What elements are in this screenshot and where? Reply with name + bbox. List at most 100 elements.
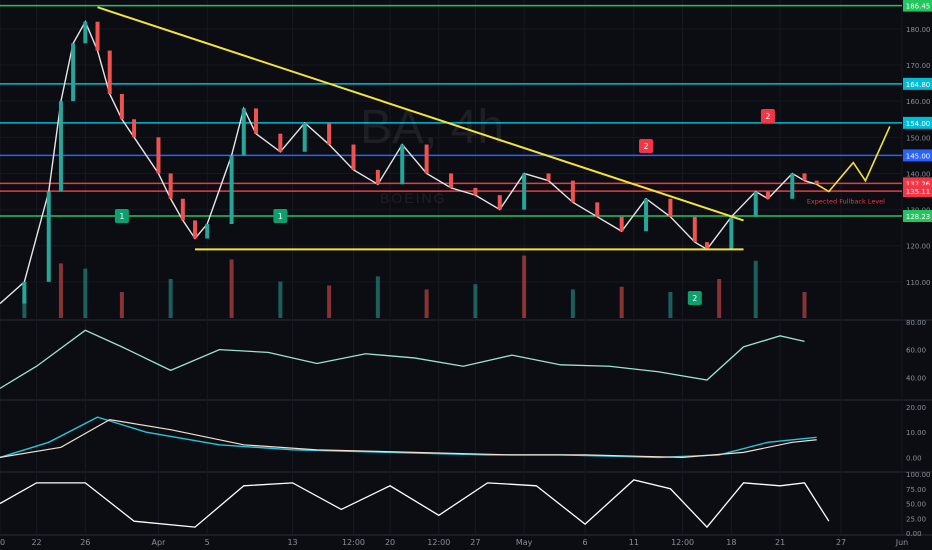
price-tick-label: 150.00 bbox=[906, 134, 931, 142]
signal-badge-label: 2 bbox=[692, 294, 697, 303]
signal-badge-label: 1 bbox=[119, 212, 124, 221]
level-label: 128.23 bbox=[906, 213, 931, 221]
price-tick-label: 180.00 bbox=[906, 26, 931, 34]
price-tick-label: 170.00 bbox=[906, 62, 931, 70]
price-candle bbox=[95, 21, 100, 51]
level-tag bbox=[903, 149, 932, 162]
volume-bar bbox=[229, 259, 234, 318]
signal-badge-label: 2 bbox=[643, 142, 648, 151]
price-candle bbox=[22, 281, 27, 304]
price-tick-label: 120.00 bbox=[906, 243, 931, 251]
price-candle bbox=[205, 224, 210, 239]
price-candle bbox=[814, 180, 819, 185]
stoch-k-line bbox=[0, 479, 830, 529]
price-candle bbox=[692, 216, 697, 243]
price-candle bbox=[71, 43, 76, 102]
price-candle bbox=[168, 173, 173, 199]
osc-tick-label: 80.00 bbox=[906, 319, 926, 327]
volume-bar bbox=[753, 260, 758, 318]
price-candle bbox=[107, 50, 112, 94]
volume-bar bbox=[668, 292, 673, 318]
x-tick-label: 11 bbox=[629, 538, 639, 547]
price-candle bbox=[729, 216, 734, 250]
price-candle bbox=[522, 173, 527, 210]
price-candle bbox=[595, 202, 600, 217]
price-candle bbox=[668, 198, 673, 217]
volume-bar bbox=[619, 286, 624, 318]
macd-tick-label: 20.00 bbox=[906, 404, 926, 412]
x-tick-label: 27 bbox=[836, 538, 846, 547]
price-candle bbox=[193, 220, 198, 239]
price-candle bbox=[546, 173, 551, 181]
price-candle bbox=[327, 122, 332, 145]
x-tick-label: 18 bbox=[726, 538, 736, 547]
volume-bar bbox=[570, 289, 575, 318]
price-candle bbox=[119, 93, 124, 120]
price-tick-label: 110.00 bbox=[906, 279, 931, 287]
price-candle bbox=[400, 144, 405, 185]
x-tick-label: May bbox=[516, 538, 533, 547]
price-candle bbox=[753, 191, 758, 217]
signal-badge bbox=[687, 291, 702, 305]
price-candle bbox=[132, 119, 137, 138]
signal-badge-label: 1 bbox=[278, 212, 283, 221]
level-tag bbox=[903, 116, 932, 129]
price-candle bbox=[473, 187, 478, 196]
price-candle bbox=[765, 191, 770, 199]
osc-tick-label: 60.00 bbox=[906, 347, 926, 355]
level-tag bbox=[903, 209, 932, 222]
signal-badge-label: 2 bbox=[765, 112, 770, 121]
x-tick-label: 6 bbox=[583, 538, 588, 547]
volume-bar bbox=[119, 292, 124, 318]
level-tag bbox=[903, 0, 932, 12]
signal-badge bbox=[760, 109, 775, 123]
price-candle bbox=[644, 198, 649, 232]
macd-tick-label: 0.00 bbox=[906, 454, 922, 462]
price-candle bbox=[302, 122, 307, 152]
volume-bar bbox=[83, 268, 88, 318]
signal-badge bbox=[273, 209, 288, 223]
stoch-tick-label: 100.00 bbox=[906, 471, 931, 479]
volume-bar bbox=[375, 276, 380, 318]
stoch-tick-label: 50.00 bbox=[906, 501, 926, 509]
x-tick-label: 22 bbox=[31, 538, 41, 547]
x-tick-label: 12:00 bbox=[342, 538, 365, 547]
x-tick-label: 27 bbox=[470, 538, 480, 547]
level-tag bbox=[903, 185, 932, 198]
volume-bar bbox=[802, 292, 807, 318]
price-candle bbox=[375, 169, 380, 185]
level-label: 186.45 bbox=[906, 3, 931, 11]
volume-bar bbox=[327, 285, 332, 318]
macd-tick-label: 10.00 bbox=[906, 429, 926, 437]
price-candle bbox=[790, 173, 795, 199]
price-candle bbox=[278, 133, 283, 152]
trendline bbox=[97, 6, 744, 222]
price-candle bbox=[497, 195, 502, 210]
x-tick-label: 20 bbox=[385, 538, 395, 547]
x-tick-label: 00 bbox=[0, 538, 5, 547]
price-tick-label: 140.00 bbox=[906, 170, 931, 178]
volume-bar bbox=[717, 279, 722, 318]
price-candle bbox=[83, 21, 88, 44]
signal-badge bbox=[639, 139, 654, 153]
level-label: 137.26 bbox=[906, 180, 931, 188]
price-candle bbox=[449, 173, 453, 188]
price-candle bbox=[704, 242, 709, 250]
volume-bar bbox=[424, 289, 429, 318]
price-candle bbox=[156, 137, 161, 174]
x-tick-label: 13 bbox=[287, 538, 297, 547]
x-tick-label: Jun bbox=[895, 538, 909, 547]
price-candle bbox=[424, 144, 429, 174]
x-tick-label: 12:00 bbox=[427, 538, 450, 547]
level-label: 135.11 bbox=[906, 188, 931, 196]
fullback-label: Expected Fullback Level bbox=[807, 198, 885, 206]
osc1-line bbox=[0, 329, 805, 389]
price-candle bbox=[570, 180, 575, 203]
osc-tick-label: 40.00 bbox=[906, 374, 926, 382]
level-label: 164.80 bbox=[906, 81, 931, 89]
x-tick-label: 21 bbox=[775, 538, 785, 547]
level-label: 154.00 bbox=[906, 120, 931, 128]
level-label: 145.00 bbox=[906, 152, 931, 160]
